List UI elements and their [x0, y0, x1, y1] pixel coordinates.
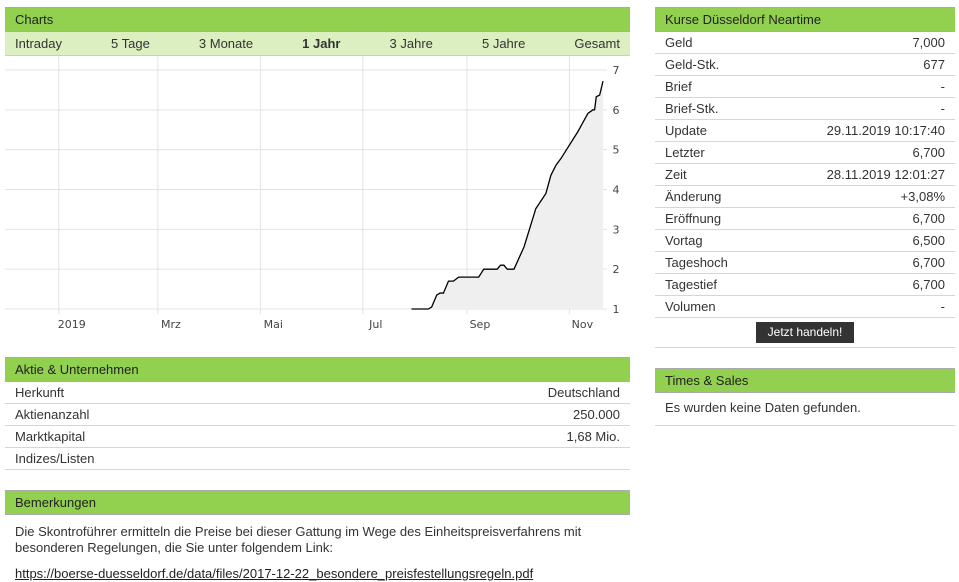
- kurse-panel: Kurse Düsseldorf Neartime Geld 7,000 Geld-…: [655, 7, 955, 348]
- bemerkungen-text: Die Skontroführer ermitteln die Preise b…: [15, 524, 582, 555]
- area-fill: [411, 81, 603, 309]
- jetzt-handeln-button[interactable]: Jetzt handeln!: [755, 322, 855, 343]
- row-value: Deutschland: [547, 385, 620, 400]
- table-row: Eröffnung 6,700: [655, 208, 955, 230]
- row-label: Volumen: [665, 299, 716, 314]
- aktie-panel: Aktie & Unternehmen Herkunft Deutschland A…: [5, 357, 630, 470]
- table-row: Tagestief 6,700: [655, 274, 955, 296]
- row-label: Herkunft: [15, 385, 65, 400]
- x-tick-label: Mai: [264, 318, 283, 331]
- y-tick-label: 1: [613, 303, 620, 316]
- table-row: Geld-Stk. 677: [655, 54, 955, 76]
- x-tick-label: Jul: [368, 318, 382, 331]
- tab-5-jahre[interactable]: 5 Jahre: [481, 36, 526, 51]
- tab-gesamt[interactable]: Gesamt: [574, 36, 620, 51]
- price-chart: 1 2 3 4 5 6 7 2019 Mrz Mai Jul Sep Nov: [5, 56, 620, 331]
- table-row: Update 29.11.2019 10:17:40: [655, 120, 955, 142]
- row-value: 28.11.2019 12:01:27: [826, 167, 945, 182]
- row-value: -: [940, 79, 945, 94]
- row-value: 6,500: [912, 233, 945, 248]
- y-tick-label: 4: [613, 184, 620, 197]
- table-row: Änderung +3,08%: [655, 186, 955, 208]
- row-value: 6,700: [912, 211, 945, 226]
- kurse-header: Kurse Düsseldorf Neartime: [655, 7, 955, 32]
- row-value: 250.000: [573, 407, 620, 422]
- x-tick-label: Sep: [470, 318, 491, 331]
- tab-1-jahr[interactable]: 1 Jahr: [302, 36, 341, 51]
- row-value: 677: [923, 57, 945, 72]
- row-value: -: [940, 101, 945, 116]
- y-tick-label: 6: [613, 104, 620, 117]
- row-label: Eröffnung: [665, 211, 722, 226]
- table-row: Volumen -: [655, 296, 955, 318]
- row-value: 6,700: [912, 277, 945, 292]
- table-row: Herkunft Deutschland: [5, 382, 630, 404]
- table-row: Aktienanzahl 250.000: [5, 404, 630, 426]
- no-data-message: Es wurden keine Daten gefunden.: [655, 393, 955, 426]
- y-tick-label: 3: [613, 223, 620, 236]
- y-tick-label: 2: [613, 263, 620, 276]
- row-label: Änderung: [665, 189, 722, 204]
- table-row: Brief -: [655, 76, 955, 98]
- row-label: Letzter: [665, 145, 705, 160]
- row-label: Tageshoch: [665, 255, 728, 270]
- table-row: Letzter 6,700: [655, 142, 955, 164]
- row-label: Vortag: [665, 233, 703, 248]
- table-row: Brief-Stk. -: [655, 98, 955, 120]
- times-sales-panel: Times & Sales Es wurden keine Daten gefu…: [655, 368, 955, 426]
- tab-5-tage[interactable]: 5 Tage: [111, 36, 150, 51]
- row-value: 6,700: [912, 145, 945, 160]
- x-tick-label: Mrz: [161, 318, 181, 331]
- x-tick-label: 2019: [58, 318, 86, 331]
- tab-intraday[interactable]: Intraday: [15, 36, 62, 51]
- row-label: Marktkapital: [15, 429, 86, 444]
- y-tick-label: 7: [613, 64, 620, 77]
- price-line: [411, 81, 604, 310]
- chart-range-tabs: Intraday 5 Tage 3 Monate 1 Jahr 3 Jahre …: [5, 32, 630, 56]
- bemerkungen-panel: Bemerkungen Die Skontroführer ermitteln …: [5, 490, 630, 582]
- row-value: 6,700: [912, 255, 945, 270]
- row-value: -: [940, 299, 945, 314]
- row-label: Geld-Stk.: [665, 57, 720, 72]
- row-value: 29.11.2019 10:17:40: [826, 123, 945, 138]
- table-row: Vortag 6,500: [655, 230, 955, 252]
- aktie-header: Aktie & Unternehmen: [5, 357, 630, 382]
- times-sales-header: Times & Sales: [655, 368, 955, 393]
- row-label: Tagestief: [665, 277, 718, 292]
- row-value: +3,08%: [900, 189, 945, 204]
- charts-panel: Charts Intraday 5 Tage 3 Monate 1 Jahr 3…: [5, 7, 630, 341]
- row-label: Update: [665, 123, 707, 138]
- bemerkungen-header: Bemerkungen: [5, 490, 630, 515]
- tab-3-monate[interactable]: 3 Monate: [198, 36, 254, 51]
- row-label: Brief-Stk.: [665, 101, 719, 116]
- y-tick-label: 5: [613, 144, 620, 157]
- row-value: 7,000: [912, 35, 945, 50]
- row-value: 1,68 Mio.: [566, 429, 620, 444]
- row-label: Indizes/Listen: [15, 451, 95, 466]
- row-label: Brief: [665, 79, 692, 94]
- charts-header: Charts: [5, 7, 630, 32]
- table-row: Marktkapital 1,68 Mio.: [5, 426, 630, 448]
- row-label: Zeit: [665, 167, 687, 182]
- table-row: Zeit 28.11.2019 12:01:27: [655, 164, 955, 186]
- x-tick-label: Nov: [572, 318, 594, 331]
- regeln-link[interactable]: https://boerse-duesseldorf.de/data/files…: [15, 566, 534, 581]
- row-label: Geld: [665, 35, 693, 50]
- tab-3-jahre[interactable]: 3 Jahre: [389, 36, 433, 51]
- table-row: Indizes/Listen: [5, 448, 630, 470]
- table-row: Tageshoch 6,700: [655, 252, 955, 274]
- table-row: Geld 7,000: [655, 32, 955, 54]
- row-label: Aktienanzahl: [15, 407, 90, 422]
